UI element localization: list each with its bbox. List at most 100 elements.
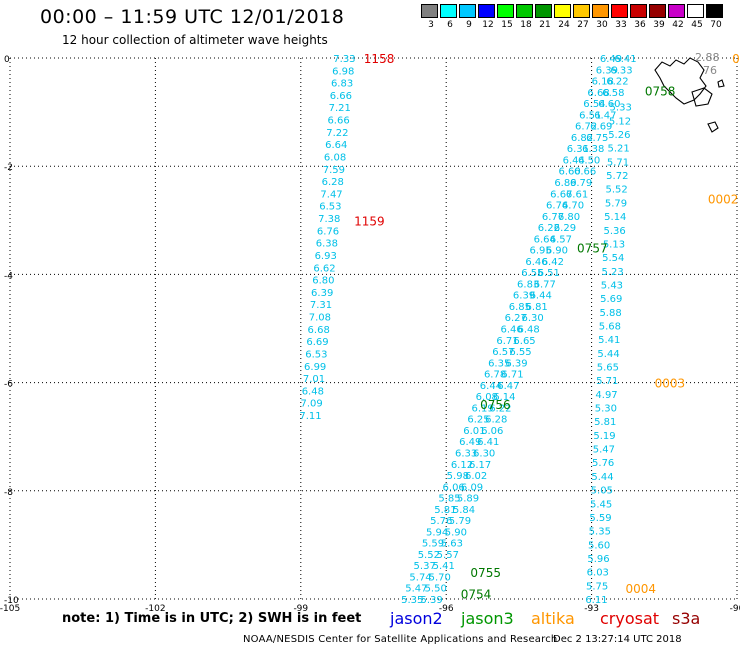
swh-value-label: 6.22 <box>538 223 560 234</box>
swh-value-label: 5.52 <box>606 185 628 196</box>
scale-label: 3 <box>428 20 434 30</box>
time-label: 0757 <box>577 241 608 255</box>
legend-item-jason2: jason2 <box>390 609 443 628</box>
swh-value-label: 5.65 <box>597 363 619 374</box>
swh-value-label: 7.11 <box>299 411 321 422</box>
swh-value-label: 6.39 <box>596 65 618 76</box>
swh-value-label: 6.78 <box>484 370 506 381</box>
scale-label: 18 <box>520 20 532 30</box>
island-isabela <box>654 57 707 105</box>
time-label: 0003 <box>655 377 686 391</box>
swh-value-label: 5.81 <box>594 417 616 428</box>
swh-value-label: 5.84 <box>453 505 475 516</box>
swh-value-label: 5.74 <box>409 572 431 583</box>
swh-value-label: 6.08 <box>476 392 498 403</box>
time-label: 0004 <box>626 582 657 596</box>
swh-value-label: 6.71 <box>501 370 523 381</box>
scale-label: 24 <box>558 20 570 30</box>
swh-value-label: 6.66 <box>330 91 352 102</box>
swh-value-label: 6.81 <box>526 302 548 313</box>
swh-value-label: 7.22 <box>326 128 348 139</box>
swh-value-label: 5.45 <box>590 499 612 510</box>
scale-label: 33 <box>615 20 627 30</box>
swh-value-label: 5.41 <box>598 335 620 346</box>
scale-swatch <box>497 4 514 18</box>
legend-item-s3a: s3a <box>672 609 701 628</box>
swh-value-label: 6.83 <box>331 79 353 90</box>
y-tick-label: -2 <box>4 163 13 173</box>
time-label: 0755 <box>470 566 501 580</box>
swh-value-label: 6.61 <box>566 189 588 200</box>
swh-value-label: 6.76 <box>317 226 339 237</box>
swh-value-label: 6.83 <box>517 279 539 290</box>
swh-value-label: 5.36 <box>603 226 625 237</box>
swh-value-label: 6.22 <box>606 77 628 88</box>
swh-value-label: 7.01 <box>303 374 325 385</box>
swh-value-label: 6.80 <box>312 276 334 287</box>
swh-value-label: 6.30 <box>473 448 495 459</box>
swh-value-label: 5.60 <box>588 540 610 551</box>
coast-value-label: 2.88 <box>695 51 720 64</box>
swh-value-label: 5.76 <box>592 458 614 469</box>
swh-value-label: 6.62 <box>313 263 335 274</box>
swh-value-label: 6.74 <box>546 201 568 212</box>
scale-swatch <box>611 4 628 18</box>
scale-swatch <box>649 4 666 18</box>
swh-value-label: 6.98 <box>332 66 354 77</box>
swh-value-label: 7.31 <box>310 300 332 311</box>
swh-value-label: 6.89 <box>554 178 576 189</box>
swh-value-label: 6.50 <box>578 155 600 166</box>
time-label: 0756 <box>480 398 511 412</box>
swh-value-label: 6.28 <box>322 177 344 188</box>
scale-swatch <box>459 4 476 18</box>
swh-value-label: 5.71 <box>607 157 629 168</box>
swh-value-label: 6.68 <box>308 325 330 336</box>
coast-value-label: 76 <box>703 64 717 77</box>
swh-value-label: 6.44 <box>563 155 585 166</box>
x-tick-label: -90 <box>730 604 740 614</box>
y-tick-label: -8 <box>4 488 13 498</box>
scale-swatch <box>554 4 571 18</box>
swh-value-label: 6.60 <box>598 99 620 110</box>
legend-item-jason3: jason3 <box>461 609 514 628</box>
page-title: 00:00 – 11:59 UTC 12/01/2018 <box>40 6 345 28</box>
scale-swatch <box>687 4 704 18</box>
island-santa-cruz <box>691 87 713 107</box>
swh-value-label: 6.55 <box>521 268 543 279</box>
swh-value-label: 6.46 <box>525 257 547 268</box>
scale-label: 70 <box>710 20 722 30</box>
swh-value-label: 5.43 <box>601 280 623 291</box>
swh-value-label: 6.29 <box>554 223 576 234</box>
swh-value-label: 6.33 <box>610 65 632 76</box>
swh-value-label: 6.49 <box>459 437 481 448</box>
swh-value-label: 5.23 <box>601 267 623 278</box>
swh-value-label: 6.66 <box>327 116 349 127</box>
swh-value-label: 6.09 <box>461 482 483 493</box>
legend-item-altika: altika <box>531 609 575 628</box>
swh-value-label: 6.82 <box>571 133 593 144</box>
swh-value-label: 5.47 <box>593 445 615 456</box>
swh-value-label: 7.33 <box>333 54 355 65</box>
scale-swatch <box>535 4 552 18</box>
swh-value-label: 5.35 <box>401 595 423 606</box>
scale-label: 36 <box>634 20 646 30</box>
time-label: 1159 <box>354 214 385 228</box>
swh-value-label: 6.93 <box>315 251 337 262</box>
swh-value-label: 6.08 <box>324 152 346 163</box>
swh-value-label: 6.30 <box>521 313 543 324</box>
swh-value-label: 5.85 <box>438 494 460 505</box>
credit-date: Dec 2 13:27:14 UTC 2018 <box>553 634 682 645</box>
scale-swatch <box>573 4 590 18</box>
swh-value-label: 6.47 <box>497 381 519 392</box>
swh-value-label: 6.54 <box>583 99 605 110</box>
swh-value-label: 6.22 <box>489 403 511 414</box>
swh-value-label: 6.06 <box>481 426 503 437</box>
swh-value-label: 5.75 <box>586 581 608 592</box>
time-labels: 1158 1159 0758 0757 0756 0755 0754 0002 0003 0004… <box>354 52 740 602</box>
swh-value-label: 5.30 <box>595 404 617 415</box>
island-san-cristobal <box>717 79 725 88</box>
x-tick-label: -99 <box>293 604 308 614</box>
scale-label: 21 <box>539 20 551 30</box>
swh-value-label: 6.77 <box>534 279 556 290</box>
swh-value-label: 5.21 <box>608 144 630 155</box>
